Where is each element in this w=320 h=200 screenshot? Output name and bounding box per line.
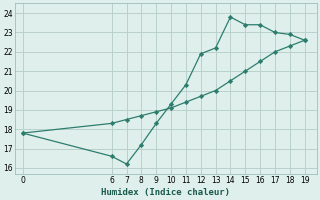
- X-axis label: Humidex (Indice chaleur): Humidex (Indice chaleur): [101, 188, 230, 197]
